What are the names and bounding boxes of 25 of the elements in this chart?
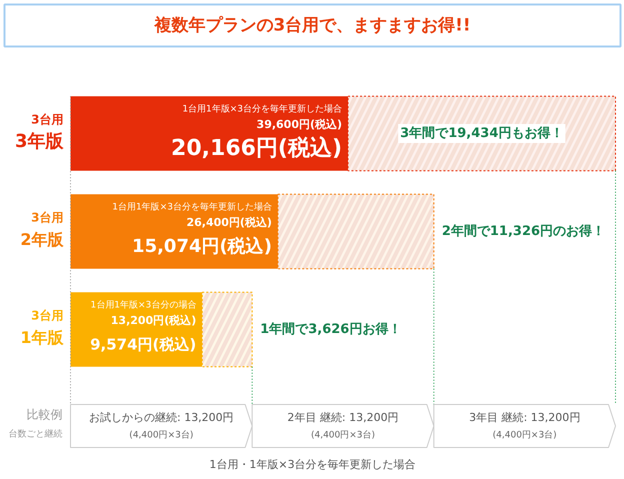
y-tick-label: 3台用 1年版 [20, 308, 64, 347]
data-label: 9,574円(税込) [90, 336, 196, 354]
text: お試しからの継続: 13,200円 [88, 411, 234, 424]
chart-title: 複数年プランの3台用で、ますますお得!! [153, 16, 471, 36]
y-tick-label: 3台用 3年版 [14, 112, 64, 152]
data-label: 3年間で19,434円もお得！ [400, 126, 564, 141]
text: 台数ごと継続 [8, 428, 62, 440]
text: 比較例 [26, 408, 62, 422]
text: (4,400円×3台) [492, 430, 557, 440]
text: 1台用・1年版×3台分を毎年更新した場合 [209, 458, 416, 471]
data-label: 15,074円(税込) [132, 236, 272, 257]
data-label: 2年間で11,326円のお得！ [442, 224, 606, 239]
annotation: 1台用1年版×3台分の場合 [90, 300, 196, 310]
annotation: 1台用1年版×3台分を毎年更新した場合 [182, 104, 342, 114]
text: (4,400円×3台) [129, 430, 194, 440]
data-label: 1年間で3,626円お得！ [260, 322, 402, 337]
text: (4,400円×3台) [310, 430, 376, 440]
annotation: 26,400円(税込) [186, 216, 272, 229]
annotation: 39,600円(税込) [256, 118, 342, 131]
y-tick-label: 3台用 2年版 [20, 210, 64, 249]
annotation: 1台用1年版×3台分を毎年更新した場合 [112, 202, 272, 212]
text: 2年目 継続: 13,200円 [287, 411, 399, 424]
text: 3年目 継続: 13,200円 [469, 411, 580, 424]
data-label: 20,166円(税込) [171, 136, 342, 161]
annotation: 13,200円(税込) [110, 314, 196, 327]
